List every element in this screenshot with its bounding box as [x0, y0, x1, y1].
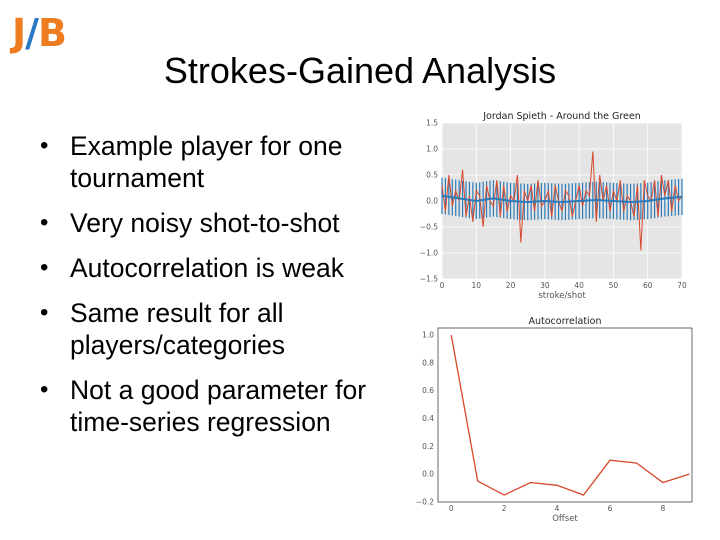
series-line-blue: [441, 194, 683, 204]
x-tick-label: 10: [472, 281, 482, 290]
y-tick-label: −0.2: [416, 498, 434, 507]
y-tick-label: 0.5: [426, 171, 438, 180]
x-tick-label: 0: [449, 504, 454, 513]
slide-title: Strokes-Gained Analysis: [163, 50, 557, 91]
x-tick-label: 8: [661, 504, 666, 513]
bullet-dot-icon: •: [40, 254, 49, 281]
autocorrelation-chart: 0 2 4 6 8 −0.2 0.0 0.2 0.4 0.6 0.8 1.0 Autocorrelati…: [416, 316, 693, 524]
y-tick-label: 0.4: [422, 414, 434, 423]
bullet-text-cont: tournament: [70, 163, 205, 193]
chart-title: Jordan Spieth - Around the Green: [482, 111, 640, 122]
bullet-text: Autocorrelation is weak: [70, 253, 344, 283]
series-line-red: [441, 151, 683, 251]
jb-logo: J/B: [12, 11, 67, 55]
bullet-text: Example player for one: [70, 131, 343, 161]
x-tick-label: 6: [608, 504, 613, 513]
y-tick-label: 0.8: [422, 358, 434, 367]
bullet-text-cont: time-series regression: [70, 407, 331, 437]
y-tick-label: −1.0: [420, 249, 438, 258]
y-tick-label: 0.6: [422, 386, 434, 395]
bullet-dot-icon: •: [40, 376, 49, 403]
y-tick-label: 0.2: [422, 442, 434, 451]
y-tick-label: 1.0: [426, 145, 438, 154]
bullet-text: Not a good parameter for: [70, 375, 367, 405]
y-tick-label: 1.5: [426, 119, 438, 128]
bullet-dot-icon: •: [40, 132, 49, 159]
bullet-dot-icon: •: [40, 209, 49, 236]
bullet-text: Very noisy shot-to-shot: [70, 208, 340, 238]
x-tick-label: 0: [440, 281, 445, 290]
bullet-item: • Not a good parameter for time-series reg…: [40, 374, 395, 438]
x-tick-label: 40: [574, 281, 584, 290]
x-axis-label: Offset: [552, 514, 578, 524]
bullet-list: • Example player for one tournament • Very …: [40, 130, 395, 451]
chart-title: Autocorrelation: [528, 316, 601, 327]
x-tick-label: 60: [643, 281, 653, 290]
x-tick-label: 50: [609, 281, 619, 290]
x-tick-label: 20: [506, 281, 516, 290]
y-tick-label: 1.0: [422, 330, 434, 339]
x-tick-label: 30: [540, 281, 550, 290]
bullet-text: Same result for all: [70, 298, 284, 328]
logo-letter-b: B: [38, 11, 67, 55]
bullet-item: • Same result for all players/categories: [40, 297, 395, 361]
y-tick-label: −0.5: [420, 223, 438, 232]
x-axis-label: stroke/shot: [538, 291, 586, 301]
bullet-item: • Example player for one tournament: [40, 130, 395, 194]
y-tick-label: −1.5: [420, 275, 438, 284]
y-tick-label: 0.0: [422, 470, 434, 479]
series-line-red: [450, 334, 690, 496]
bullet-text-cont: players/categories: [70, 330, 286, 360]
bullet-item: • Autocorrelation is weak: [40, 252, 395, 284]
strokes-gained-chart: 0 10 20 30 40 50 60 70 −1.5 −1.0 −0.5 0.0 0.5 1.0 1.5 J…: [420, 111, 687, 301]
y-tick-label: 0.0: [426, 197, 438, 206]
bullet-item: • Very noisy shot-to-shot: [40, 207, 395, 239]
x-tick-label: 4: [555, 504, 560, 513]
x-tick-label: 70: [677, 281, 687, 290]
bullet-dot-icon: •: [40, 299, 49, 326]
logo-letter-j: J: [12, 11, 26, 55]
logo-slash: /: [25, 11, 39, 55]
x-tick-label: 2: [502, 504, 507, 513]
